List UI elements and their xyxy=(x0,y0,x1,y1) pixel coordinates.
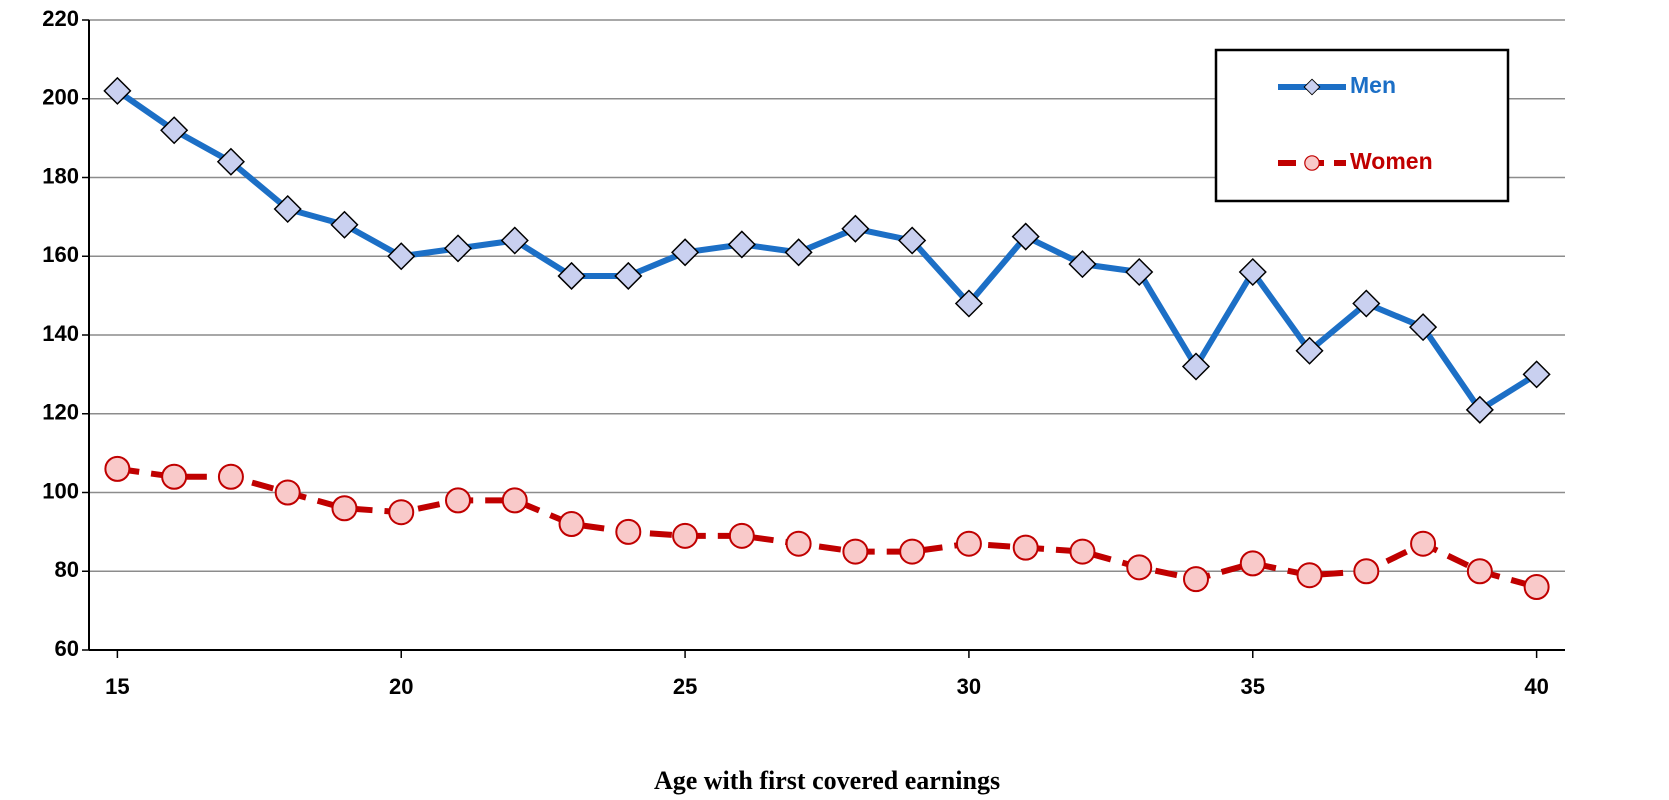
marker xyxy=(1295,336,1324,365)
marker xyxy=(1466,558,1493,585)
y-tick-label: 60 xyxy=(55,636,79,661)
marker xyxy=(558,511,585,537)
marker xyxy=(841,214,870,243)
marker xyxy=(1523,574,1550,600)
x-tick-label: 20 xyxy=(389,674,413,699)
marker xyxy=(274,479,301,506)
marker xyxy=(445,487,471,514)
marker xyxy=(1522,360,1551,389)
series-line xyxy=(116,465,1538,590)
marker xyxy=(216,147,245,176)
marker xyxy=(728,522,755,549)
marker xyxy=(727,230,756,259)
marker xyxy=(898,226,927,255)
marker xyxy=(161,463,188,490)
x-axis-title: Age with first covered earnings xyxy=(654,766,1000,795)
y-tick-label: 120 xyxy=(42,400,79,425)
marker xyxy=(615,518,642,545)
y-tick-label: 100 xyxy=(42,478,79,503)
marker xyxy=(954,289,983,318)
marker xyxy=(1465,395,1494,424)
marker xyxy=(273,194,302,224)
series-line xyxy=(115,88,1539,413)
x-tick-label: 25 xyxy=(673,674,697,699)
marker xyxy=(388,499,415,526)
marker xyxy=(1303,78,1321,96)
marker xyxy=(217,463,244,490)
marker xyxy=(1181,352,1211,381)
marker xyxy=(842,538,869,565)
x-tick-label: 35 xyxy=(1241,674,1265,699)
marker xyxy=(1125,257,1154,287)
y-tick-label: 180 xyxy=(42,163,79,188)
marker xyxy=(1126,554,1153,581)
marker xyxy=(1353,558,1380,585)
marker xyxy=(1238,257,1267,287)
y-tick-label: 140 xyxy=(42,321,79,346)
marker xyxy=(160,116,189,145)
marker xyxy=(330,210,359,239)
marker xyxy=(1352,289,1381,318)
x-tick-label: 40 xyxy=(1524,674,1548,699)
marker xyxy=(443,234,473,263)
marker xyxy=(331,495,358,522)
marker xyxy=(1012,534,1039,561)
marker xyxy=(1069,538,1096,565)
marker xyxy=(785,530,812,557)
x-tick-label: 30 xyxy=(957,674,981,699)
marker xyxy=(1410,530,1437,557)
legend-label: Men xyxy=(1350,72,1396,98)
marker xyxy=(1304,155,1320,171)
marker xyxy=(955,530,982,557)
marker xyxy=(500,226,529,255)
legend-label: Women xyxy=(1350,148,1433,174)
marker xyxy=(1409,313,1438,342)
x-tick-label: 15 xyxy=(105,674,129,699)
marker xyxy=(387,242,416,271)
y-tick-label: 220 xyxy=(42,6,79,31)
marker xyxy=(1011,222,1040,251)
y-tick-label: 160 xyxy=(42,242,79,267)
marker xyxy=(671,238,700,267)
marker xyxy=(899,538,926,565)
marker xyxy=(672,522,699,549)
y-tick-label: 200 xyxy=(42,85,79,110)
marker xyxy=(104,455,131,482)
marker xyxy=(103,76,132,105)
marker xyxy=(1296,562,1323,589)
y-tick-label: 80 xyxy=(55,557,79,582)
legend-box xyxy=(1214,48,1510,203)
marker xyxy=(557,261,586,290)
marker xyxy=(614,261,643,290)
marker xyxy=(1068,250,1097,279)
marker xyxy=(1239,550,1266,577)
marker xyxy=(501,487,528,514)
marker xyxy=(784,238,813,267)
marker xyxy=(1183,566,1209,593)
